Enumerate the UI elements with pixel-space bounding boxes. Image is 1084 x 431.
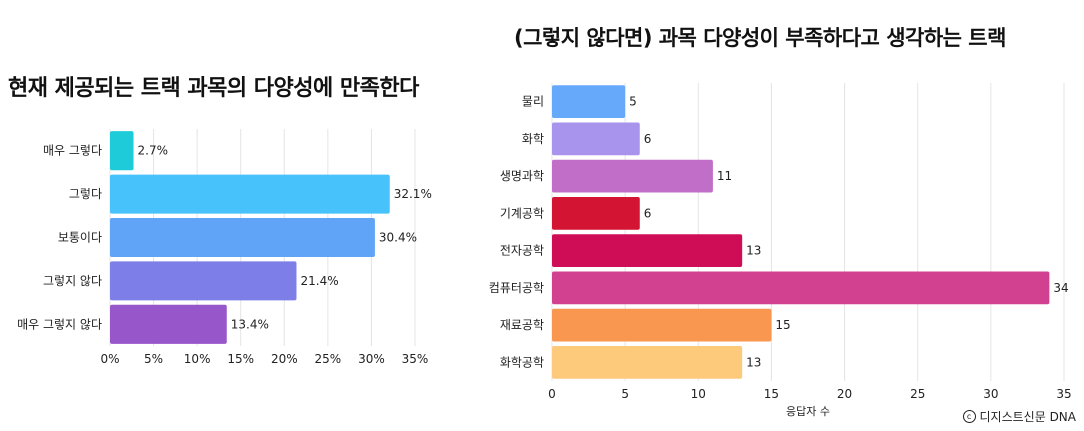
x-tick-label: 35% bbox=[402, 352, 429, 366]
bar bbox=[110, 217, 375, 258]
x-tick-label: 25% bbox=[315, 352, 342, 366]
category-label: 화학공학 bbox=[500, 355, 544, 369]
bar bbox=[110, 261, 297, 301]
bar bbox=[552, 196, 640, 230]
bar bbox=[552, 271, 1050, 305]
credit: c 디지스트신문 DNA bbox=[962, 408, 1076, 425]
category-label: 매우 그렇다 bbox=[43, 143, 102, 158]
bar bbox=[110, 131, 134, 171]
x-tick-label: 35 bbox=[1056, 387, 1071, 401]
copyright-icon: c bbox=[962, 410, 976, 423]
value-label: 6 bbox=[644, 206, 652, 220]
x-tick-label: 30% bbox=[358, 352, 385, 366]
value-label: 13 bbox=[746, 355, 761, 369]
category-label: 보통이다 bbox=[58, 231, 102, 245]
value-label: 2.7% bbox=[138, 144, 169, 158]
x-tick-label: 10 bbox=[691, 387, 706, 401]
category-label: 재료공학 bbox=[500, 318, 544, 332]
value-label: 11 bbox=[717, 169, 732, 183]
value-label: 5 bbox=[629, 95, 637, 109]
x-tick-label: 0% bbox=[100, 352, 119, 366]
value-label: 30.4% bbox=[379, 231, 417, 245]
x-tick-label: 15 bbox=[764, 387, 779, 401]
bar bbox=[552, 345, 743, 379]
x-tick-label: 20 bbox=[837, 387, 852, 401]
value-label: 15 bbox=[775, 318, 790, 332]
x-tick-label: 20% bbox=[271, 352, 298, 366]
value-label: 21.4% bbox=[300, 274, 338, 288]
value-label: 32.1% bbox=[394, 187, 432, 201]
x-tick-label: 0 bbox=[548, 387, 556, 401]
x-tick-label: 15% bbox=[227, 352, 254, 366]
bar bbox=[110, 304, 227, 344]
x-tick-label: 30 bbox=[983, 387, 998, 401]
x-tick-label: 5% bbox=[144, 352, 163, 366]
x-tick-label: 10% bbox=[184, 352, 211, 366]
bar bbox=[552, 122, 640, 156]
value-label: 34 bbox=[1053, 281, 1068, 295]
bar bbox=[110, 174, 390, 214]
bar bbox=[552, 159, 713, 193]
bar bbox=[552, 308, 772, 342]
category-label: 전자공학 bbox=[500, 244, 544, 258]
category-label: 물리 bbox=[522, 95, 544, 109]
category-label: 기계공학 bbox=[500, 206, 544, 220]
category-label: 그렇지 않다 bbox=[43, 273, 102, 288]
bar bbox=[552, 85, 626, 119]
value-label: 13 bbox=[746, 244, 761, 258]
x-tick-label: 5 bbox=[621, 387, 629, 401]
value-label: 6 bbox=[644, 132, 652, 146]
x-tick-label: 25 bbox=[910, 387, 925, 401]
category-label: 화학 bbox=[522, 132, 544, 146]
credit-text: 디지스트신문 DNA bbox=[979, 410, 1076, 424]
category-label: 컴퓨터공학 bbox=[489, 281, 544, 295]
value-label: 13.4% bbox=[231, 317, 269, 331]
x-axis-label: 응답자 수 bbox=[786, 405, 830, 418]
category-label: 매우 그렇지 않다 bbox=[17, 316, 102, 331]
chart-title-right: (그렇지 않다면) 과목 다양성이 부족하다고 생각하는 트랙 bbox=[514, 26, 1006, 50]
bar bbox=[552, 234, 743, 268]
category-label: 그렇다 bbox=[69, 186, 102, 201]
category-label: 생명과학 bbox=[500, 169, 544, 183]
satisfaction-bar-chart: 0% 5% 10% 15% 20% 25% 30% 35% 매우 그렇다 2.7% 그렇다 32.1%… bbox=[17, 129, 432, 366]
chart-title-left: 현재 제공되는 트랙 과목의 다양성에 만족한다 bbox=[8, 76, 419, 101]
